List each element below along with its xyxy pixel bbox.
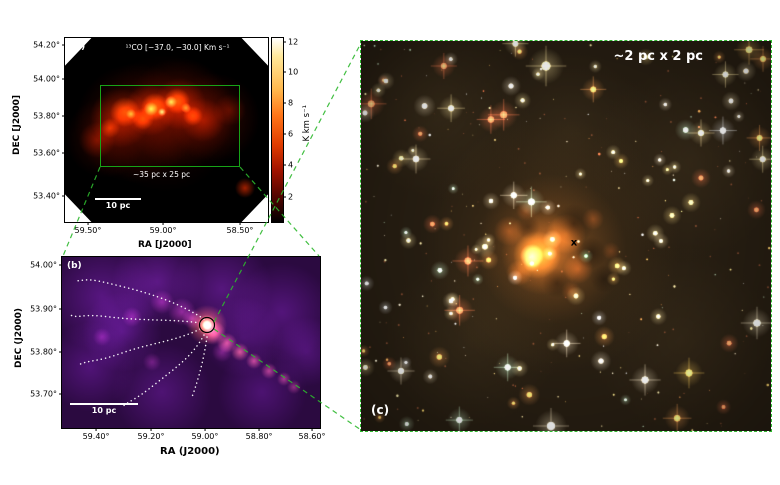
y-tick: 54.20° xyxy=(33,40,65,49)
panel-c-label: (c) xyxy=(371,403,390,417)
panel-a-ylabel: DEC [J2000] xyxy=(12,95,22,155)
panel-a-title: ¹³CO [−37.0, −30.0] Km s⁻¹ xyxy=(125,43,230,52)
panel-c-rgb-image xyxy=(361,41,771,431)
colorbar-tick: 8 xyxy=(283,98,293,107)
panel-b-scalebar-line xyxy=(70,403,138,405)
y-tick: 53.90° xyxy=(30,304,62,313)
panel-b-scalebar: 10 pc xyxy=(70,403,138,415)
panel-b-scalebar-label: 10 pc xyxy=(91,406,117,415)
x-tick: 59.00° xyxy=(191,428,218,441)
colorbar-tick: 4 xyxy=(283,160,293,169)
panel-b-label: (b) xyxy=(67,261,82,271)
panel-a-plot: (a) ¹³CO [−37.0, −30.0] Km s⁻¹ ~35 pc x … xyxy=(33,37,269,235)
x-tick: 58.80° xyxy=(246,428,273,441)
panel-a-region-note: ~35 pc x 25 pc xyxy=(133,170,191,179)
hub-circle-marker xyxy=(198,316,216,334)
x-tick: 59.20° xyxy=(138,428,164,441)
panel-c-plot: ~2 pc x 2 pc (c) x xyxy=(360,40,772,432)
x-tick: 59.50° xyxy=(74,222,101,235)
x-tick: 58.60° xyxy=(299,428,325,441)
panel-b-filament-overlay xyxy=(69,279,216,408)
panel-b-plot: (b) 10 pc 59.40° 59.20° 59.00° 58.80° 58.60°… xyxy=(30,256,325,441)
panel-c-center-marker: x xyxy=(570,237,578,249)
y-tick: 54.00° xyxy=(30,261,62,270)
panel-b-ylabel: DEC (J2000) xyxy=(14,308,24,368)
x-tick: 59.40° xyxy=(83,428,110,441)
filament-path-upper-left xyxy=(75,279,205,320)
y-tick: 53.60° xyxy=(33,149,65,158)
panel-a-xlabel: RA [J2000] xyxy=(138,240,192,250)
y-tick: 53.80° xyxy=(33,112,65,121)
panel-a-scalebar-label: 10 pc xyxy=(105,201,131,210)
y-tick: 53.80° xyxy=(30,348,62,357)
y-tick: 54.00° xyxy=(33,75,65,84)
panel-c-size-note: ~2 pc x 2 pc xyxy=(613,49,704,64)
colorbar-tick: 2 xyxy=(283,192,293,201)
colorbar-label: K km s⁻¹ xyxy=(302,105,312,142)
panel-a-scalebar-line xyxy=(95,198,141,200)
panel-b-xlabel: RA (J2000) xyxy=(160,446,220,457)
x-tick: 58.50° xyxy=(227,222,253,235)
colorbar: 12 10 8 6 4 2 xyxy=(271,37,298,223)
colorbar-tick: 6 xyxy=(283,130,293,139)
y-tick: 53.70° xyxy=(30,389,62,398)
filament-path-left xyxy=(69,314,201,324)
panel-a-label: (a) xyxy=(71,42,86,52)
filament-path-lower-left xyxy=(77,328,201,366)
colorbar-tick: 10 xyxy=(283,68,298,77)
panel-a-scalebar: 10 pc xyxy=(95,198,141,210)
zoom-region-rect xyxy=(100,85,240,167)
filament-path-down-left xyxy=(121,334,205,408)
colorbar-tick: 12 xyxy=(283,37,298,46)
y-tick: 53.40° xyxy=(33,192,65,201)
filament-path-down xyxy=(191,336,208,398)
x-tick: 59.00° xyxy=(150,222,177,235)
